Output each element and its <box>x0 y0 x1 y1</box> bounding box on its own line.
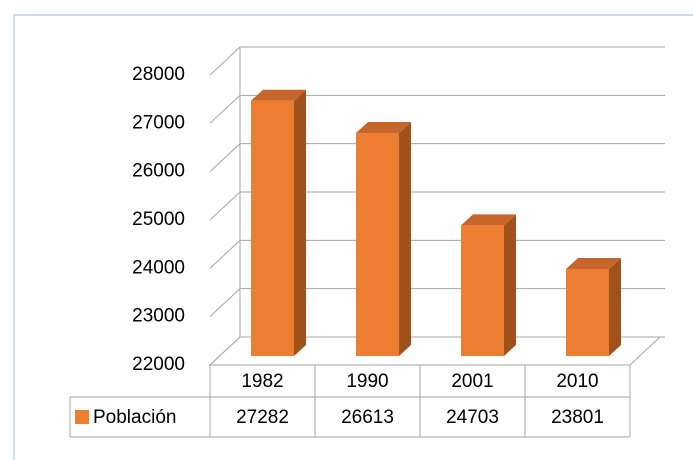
side-grid-line <box>209 191 241 221</box>
y-tick-label: 28000 <box>132 64 185 85</box>
x-tick-label: 1982 <box>241 371 283 392</box>
legend-swatch <box>75 410 89 424</box>
side-grid-line <box>209 288 241 318</box>
side-grid-line <box>209 46 241 76</box>
side-grid-line <box>209 239 241 269</box>
chart-frame <box>13 14 693 460</box>
x-tick-label: 2001 <box>451 371 493 392</box>
y-tick-label: 23000 <box>132 306 185 327</box>
table-value: 27282 <box>236 407 289 428</box>
x-tick-label: 2010 <box>556 371 598 392</box>
bar <box>251 100 294 356</box>
legend-label: Población <box>93 407 176 428</box>
side-grid-line <box>209 94 241 124</box>
bar-side <box>399 122 411 356</box>
x-tick-label: 1990 <box>346 371 388 392</box>
y-tick-label: 24000 <box>132 257 185 278</box>
y-tick-label: 22000 <box>132 354 185 375</box>
y-tick-label: 25000 <box>132 209 185 230</box>
bar-top <box>356 122 411 134</box>
side-grid-line <box>209 143 241 173</box>
bar-side <box>504 214 516 356</box>
table-value: 23801 <box>551 407 604 428</box>
table-value: 26613 <box>341 407 394 428</box>
bar <box>356 133 399 356</box>
bar <box>566 268 609 356</box>
y-tick-label: 26000 <box>132 161 185 182</box>
bar-side <box>609 257 621 356</box>
bar-side <box>294 89 306 356</box>
bar-top <box>251 89 306 101</box>
bar-top <box>566 257 621 269</box>
y-tick-label: 27000 <box>132 112 185 133</box>
table-value: 24703 <box>446 407 499 428</box>
side-grid-line <box>209 336 241 366</box>
bar <box>461 225 504 356</box>
bar-top <box>461 214 516 226</box>
